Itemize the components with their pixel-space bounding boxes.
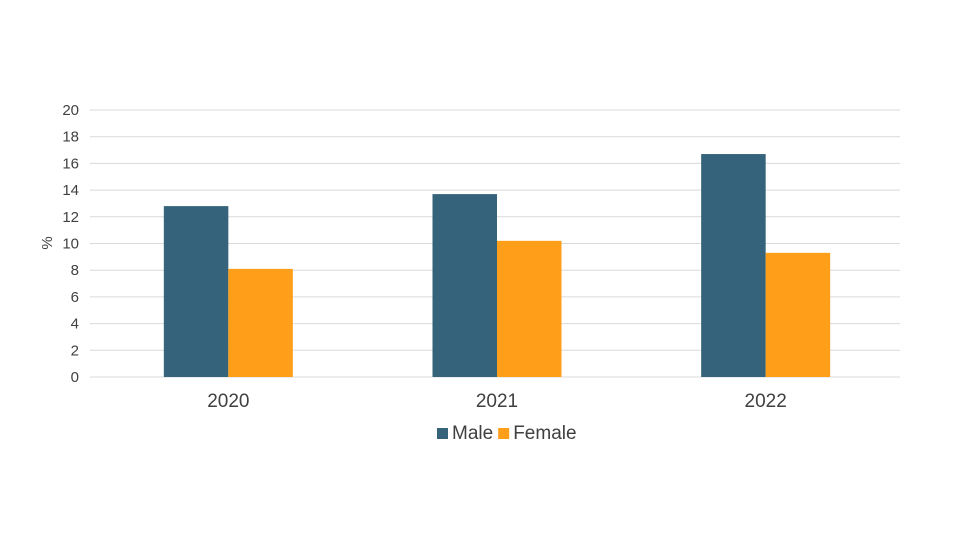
legend: Male Female: [437, 423, 577, 444]
x-category-label: 2021: [476, 391, 518, 412]
y-tick-label: 8: [71, 262, 79, 279]
y-tick-label: 0: [71, 369, 79, 386]
x-axis-categories: 2020 2021 2022: [207, 391, 787, 412]
y-tick-label: 12: [62, 209, 79, 226]
x-category-label: 2020: [207, 391, 249, 412]
y-axis-label: %: [39, 236, 56, 249]
legend-swatch-male: [437, 428, 448, 439]
y-tick-label: 14: [62, 182, 79, 199]
y-axis-ticks: 0 2 4 6 8 10 12 14 16 18 20: [62, 102, 79, 386]
bar-male-2022: [701, 154, 766, 377]
bar-male-2020: [163, 206, 229, 377]
y-tick-label: 18: [62, 129, 79, 146]
x-category-label: 2022: [745, 391, 787, 412]
legend-label-male: Male: [452, 423, 493, 444]
y-tick-label: 16: [62, 155, 79, 172]
bar-female-2022: [765, 252, 831, 377]
y-tick-label: 6: [71, 289, 79, 306]
y-tick-label: 2: [71, 342, 79, 359]
bar-female-2021: [497, 240, 562, 377]
bar-male-2021: [432, 194, 497, 377]
legend-swatch-female: [498, 428, 510, 439]
y-tick-label: 4: [71, 316, 79, 333]
bars: [163, 154, 831, 377]
y-tick-label: 20: [62, 102, 79, 119]
legend-label-female: Female: [513, 423, 576, 444]
y-tick-label: 10: [62, 236, 79, 253]
bar-female-2020: [228, 268, 293, 377]
